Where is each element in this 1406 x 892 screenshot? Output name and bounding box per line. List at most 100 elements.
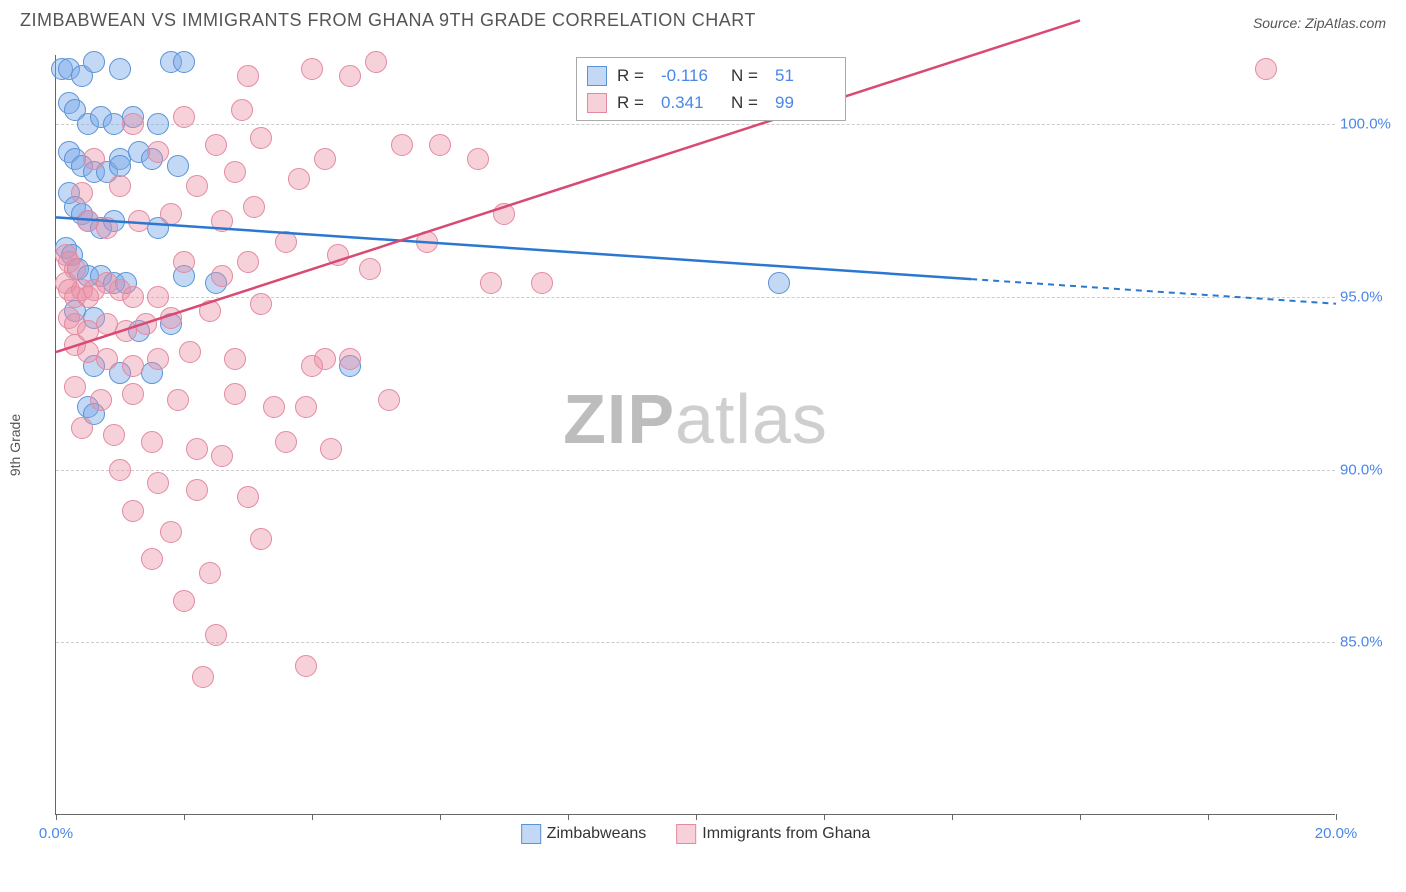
- source-name: ZipAtlas.com: [1305, 15, 1386, 31]
- y-tick-label: 85.0%: [1340, 634, 1400, 651]
- data-point: [378, 389, 400, 411]
- data-point: [109, 175, 131, 197]
- data-point: [147, 286, 169, 308]
- chart-header: ZIMBABWEAN VS IMMIGRANTS FROM GHANA 9TH …: [0, 0, 1406, 35]
- data-point: [179, 341, 201, 363]
- watermark-zip: ZIP: [563, 380, 675, 458]
- gridline-h: [56, 124, 1335, 125]
- data-point: [339, 65, 361, 87]
- data-point: [224, 161, 246, 183]
- data-point: [199, 562, 221, 584]
- data-point: [224, 383, 246, 405]
- x-tick-mark: [824, 814, 825, 820]
- data-point: [173, 251, 195, 273]
- data-point: [339, 348, 361, 370]
- data-point: [96, 348, 118, 370]
- x-tick-mark: [184, 814, 185, 820]
- data-point: [109, 155, 131, 177]
- data-point: [205, 624, 227, 646]
- regression-line-dashed: [971, 279, 1336, 304]
- data-point: [211, 210, 233, 232]
- data-point: [122, 286, 144, 308]
- stats-legend-row-1: R = -0.116 N = 51: [587, 62, 835, 89]
- n-label-1: N =: [731, 62, 765, 89]
- x-tick-mark: [312, 814, 313, 820]
- y-tick-label: 90.0%: [1340, 461, 1400, 478]
- data-point: [167, 389, 189, 411]
- data-point: [186, 175, 208, 197]
- data-point: [250, 127, 272, 149]
- data-point: [429, 134, 451, 156]
- data-point: [288, 168, 310, 190]
- legend-item-1: Zimbabweans: [521, 824, 647, 844]
- data-point: [1255, 58, 1277, 80]
- data-point: [147, 113, 169, 135]
- data-point: [295, 655, 317, 677]
- data-point: [314, 348, 336, 370]
- data-point: [205, 134, 227, 156]
- legend-label-1: Zimbabweans: [547, 825, 647, 842]
- x-tick-mark: [568, 814, 569, 820]
- data-point: [301, 58, 323, 80]
- x-tick-mark: [56, 814, 57, 820]
- data-point: [391, 134, 413, 156]
- watermark: ZIPatlas: [563, 379, 828, 459]
- stats-legend-row-2: R = 0.341 N = 99: [587, 89, 835, 116]
- data-point: [365, 51, 387, 73]
- data-point: [327, 244, 349, 266]
- gridline-h: [56, 642, 1335, 643]
- data-point: [250, 293, 272, 315]
- data-point: [192, 666, 214, 688]
- chart-title: ZIMBABWEAN VS IMMIGRANTS FROM GHANA 9TH …: [20, 10, 756, 31]
- chart-source: Source: ZipAtlas.com: [1253, 15, 1386, 31]
- data-point: [480, 272, 502, 294]
- data-point: [167, 155, 189, 177]
- x-tick-mark: [440, 814, 441, 820]
- series-swatch-2: [587, 93, 607, 113]
- n-label-2: N =: [731, 89, 765, 116]
- data-point: [90, 389, 112, 411]
- data-point: [96, 217, 118, 239]
- data-point: [173, 106, 195, 128]
- data-point: [199, 300, 221, 322]
- r-value-2: 0.341: [661, 89, 721, 116]
- y-tick-label: 100.0%: [1340, 116, 1400, 133]
- data-point: [160, 521, 182, 543]
- data-point: [173, 51, 195, 73]
- data-point: [237, 251, 259, 273]
- legend-label-2: Immigrants from Ghana: [702, 825, 870, 842]
- data-point: [211, 265, 233, 287]
- data-point: [147, 141, 169, 163]
- x-tick-mark: [1208, 814, 1209, 820]
- data-point: [122, 383, 144, 405]
- data-point: [109, 459, 131, 481]
- n-value-2: 99: [775, 89, 835, 116]
- data-point: [243, 196, 265, 218]
- x-tick-mark: [1336, 814, 1337, 820]
- x-tick-label: 0.0%: [39, 825, 73, 842]
- data-point: [122, 500, 144, 522]
- data-point: [128, 210, 150, 232]
- legend-swatch-2: [676, 824, 696, 844]
- data-point: [224, 348, 246, 370]
- x-tick-mark: [696, 814, 697, 820]
- data-point: [416, 231, 438, 253]
- data-point: [295, 396, 317, 418]
- regression-lines-layer: [56, 55, 1335, 814]
- data-point: [186, 438, 208, 460]
- legend-item-2: Immigrants from Ghana: [676, 824, 870, 844]
- data-point: [237, 486, 259, 508]
- data-point: [186, 479, 208, 501]
- x-tick-mark: [1080, 814, 1081, 820]
- series-swatch-1: [587, 66, 607, 86]
- data-point: [314, 148, 336, 170]
- r-value-1: -0.116: [661, 62, 721, 89]
- data-point: [122, 355, 144, 377]
- data-point: [275, 231, 297, 253]
- data-point: [320, 438, 342, 460]
- r-label-1: R =: [617, 62, 651, 89]
- data-point: [263, 396, 285, 418]
- y-axis-label: 9th Grade: [7, 414, 23, 476]
- watermark-atlas: atlas: [675, 380, 828, 458]
- data-point: [768, 272, 790, 294]
